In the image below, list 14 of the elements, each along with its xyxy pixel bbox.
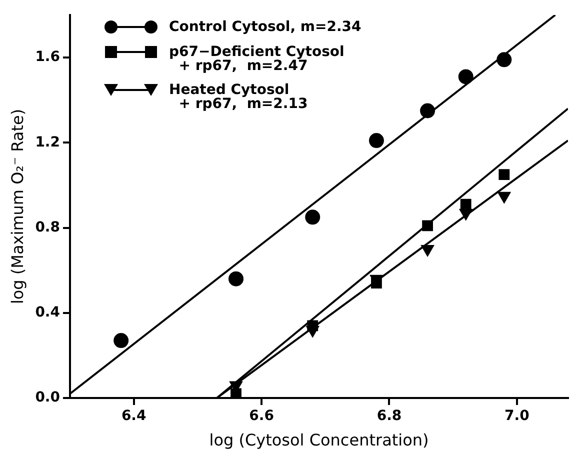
x-tick-label: 7.0 xyxy=(504,408,530,424)
y-tick-label: 1.2 xyxy=(35,134,60,150)
y-tick-label: 0.0 xyxy=(35,390,60,406)
y-axis-title: log (Maximum O₂⁻ Rate) xyxy=(8,108,27,304)
legend-label: Heated Cytosol + rp67, m=2.13 xyxy=(169,82,308,112)
y-tick-label: 0.4 xyxy=(35,304,60,321)
legend-label: p67−Deficient Cytosol + rp67, m=2.47 xyxy=(169,44,344,74)
y-tick-label: 0.8 xyxy=(35,219,60,236)
legend-label: Control Cytosol, m=2.34 xyxy=(169,19,362,35)
x-tick-label: 6.8 xyxy=(376,408,402,424)
y-tick-label: 1.6 xyxy=(35,49,60,66)
x-tick-label: 6.4 xyxy=(121,408,146,424)
x-tick-label: 6.6 xyxy=(249,408,274,424)
x-axis-title: log (Cytosol Concentration) xyxy=(209,430,429,450)
